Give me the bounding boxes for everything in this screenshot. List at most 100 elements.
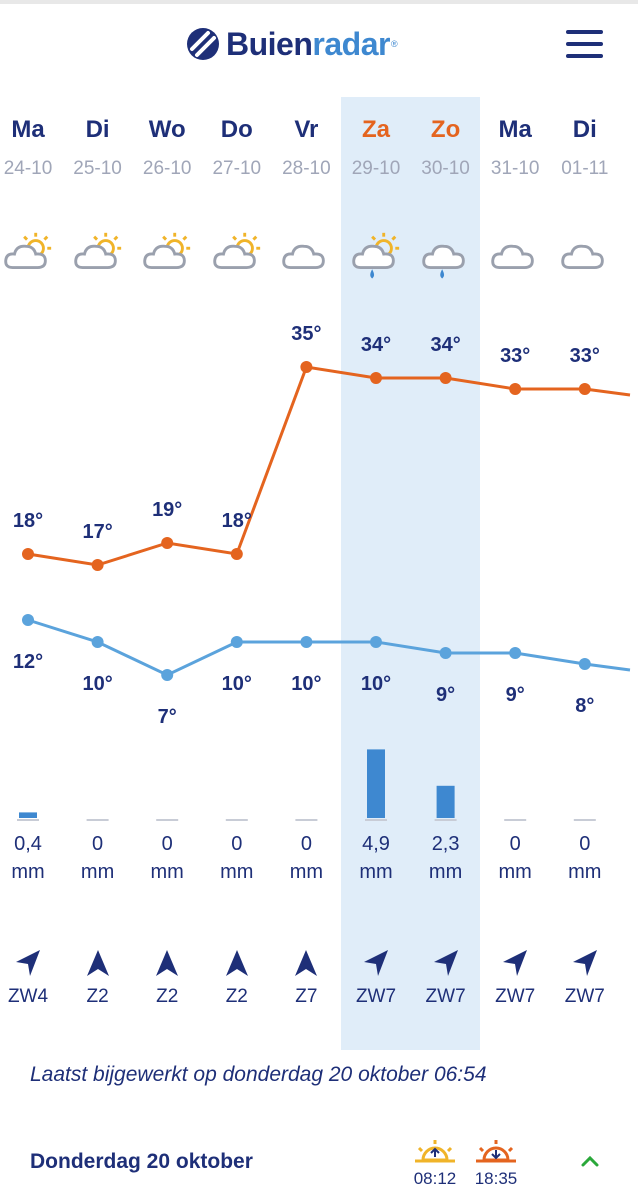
day-date: 29-10 (351, 158, 401, 179)
max-temp-point (509, 383, 522, 395)
min-temp-label: 9° (506, 684, 525, 706)
min-temp-label: 10° (82, 673, 112, 695)
rain-amount: 0 mm (202, 830, 272, 886)
day-name: Vr (294, 116, 319, 143)
rain-unit: mm (150, 861, 184, 883)
wind-direction-icon (572, 950, 597, 976)
wind-cell (271, 948, 341, 983)
rain-unit: mm (11, 861, 45, 883)
sun-rain-cloud-icon (352, 232, 400, 279)
rain-amount: 0 mm (63, 830, 133, 886)
min-temp-point (578, 658, 591, 670)
temperature-chart: 18° 12° 17° 10° 19° 7° 18° 10° 35° 10° 34° 10° 34° 9°… (13, 323, 631, 821)
day-date: 31-10 (490, 158, 540, 179)
sunrise-icon (415, 1140, 455, 1163)
weather-icon-cell (202, 228, 272, 274)
min-temp-label: 7° (158, 706, 177, 728)
max-temp-label: 17° (82, 521, 112, 543)
weather-icon-cell (550, 228, 620, 274)
max-temp-point (230, 548, 243, 560)
wind-direction-icon (225, 950, 248, 976)
day-date: 01-11 (561, 158, 609, 179)
rain-value: 0,4 (14, 833, 42, 855)
rain-amount: 0 mm (480, 830, 550, 886)
wind-label: Z2 (86, 986, 109, 1007)
day-name: Di (572, 116, 597, 143)
min-temp-point (161, 669, 174, 681)
wind-label: Z2 (156, 986, 179, 1007)
min-temp-label: 8° (575, 695, 594, 717)
partly-sunny-icon (73, 232, 121, 269)
rain-unit: mm (80, 861, 115, 883)
wind-label: Z2 (225, 986, 248, 1007)
weather-icon-cell (271, 228, 341, 274)
max-temp-line (27, 365, 631, 567)
sunset-icon (476, 1140, 516, 1163)
rain-value: 0 (161, 833, 173, 855)
max-temp-label: 34° (361, 334, 391, 356)
forecast-grid: Ma 24-10 0,4 mm ZW4 Di 25-10 0 mm Z2 Wo 26-10 0 mm Z2 D… (0, 116, 620, 1007)
logo-mark-icon (187, 28, 219, 60)
partly-sunny-icon (213, 232, 260, 269)
wind-cell (550, 948, 620, 983)
buienradar-logo[interactable]: Buienradar ® (186, 26, 398, 62)
day-date: 27-10 (212, 158, 262, 179)
min-temp-label: 9° (436, 684, 455, 706)
rain-value: 0 (579, 833, 591, 855)
wind-label: ZW4 (7, 986, 49, 1007)
weather-icon-cell (0, 228, 63, 274)
min-temp-label: 10° (222, 673, 252, 695)
min-temp-point (370, 636, 382, 648)
wind-direction-icon (16, 950, 40, 976)
min-temp-line (27, 618, 631, 677)
day-date: 30-10 (421, 158, 470, 179)
rain-bar (367, 749, 385, 818)
min-temp-point (91, 636, 104, 648)
max-temp-point (161, 537, 174, 549)
max-temp-label: 18° (13, 510, 43, 532)
partly-sunny-icon (4, 232, 52, 269)
logo-registered: ® (390, 39, 398, 49)
min-temp-label: 10° (291, 673, 321, 695)
sunrise-time: 08:12 (413, 1169, 457, 1188)
day-name: Do (220, 116, 253, 143)
rain-cloud-icon (421, 244, 465, 279)
rain-baseline (295, 819, 318, 821)
min-temp-label: 12° (13, 651, 43, 673)
chevron-up-icon[interactable] (578, 1153, 602, 1169)
rain-unit: mm (498, 861, 532, 883)
day-name: Za (361, 116, 390, 143)
rain-amount: 0,4 mm (0, 830, 63, 886)
max-temp-label: 19° (152, 499, 182, 521)
day-date: 28-10 (282, 158, 331, 179)
day-title[interactable]: Donderdag 20 oktober (30, 1150, 253, 1173)
wind-cell (411, 948, 481, 983)
rain-baseline (365, 819, 387, 821)
rain-baseline (156, 819, 179, 821)
sunset: 18:35 (471, 1138, 521, 1189)
rain-amount: 0 mm (271, 830, 341, 886)
status-strip (0, 0, 638, 4)
wind-cell (202, 948, 272, 983)
hamburger-menu-icon[interactable] (566, 30, 603, 62)
rain-unit: mm (289, 861, 324, 883)
rain-amount: 0 mm (550, 830, 620, 886)
wind-cell (341, 948, 411, 983)
day-name: Zo (430, 116, 461, 143)
wind-cell (132, 948, 202, 983)
rain-unit: mm (359, 861, 393, 883)
rain-unit: mm (428, 861, 463, 883)
rain-baseline (573, 819, 596, 821)
rain-value: 0 (92, 833, 104, 855)
max-temp-label: 33° (570, 345, 600, 367)
wind-direction-icon (295, 950, 318, 976)
wind-cell (63, 948, 133, 983)
rain-value: 0 (300, 833, 312, 855)
min-temp-label: 10° (361, 673, 391, 695)
wind-label: ZW7 (495, 986, 536, 1007)
rain-value: 0 (231, 833, 243, 855)
rain-baseline (504, 819, 527, 821)
wind-direction-icon (433, 950, 458, 976)
max-temp-point (370, 372, 382, 384)
logo-text: Buienradar (226, 25, 390, 62)
